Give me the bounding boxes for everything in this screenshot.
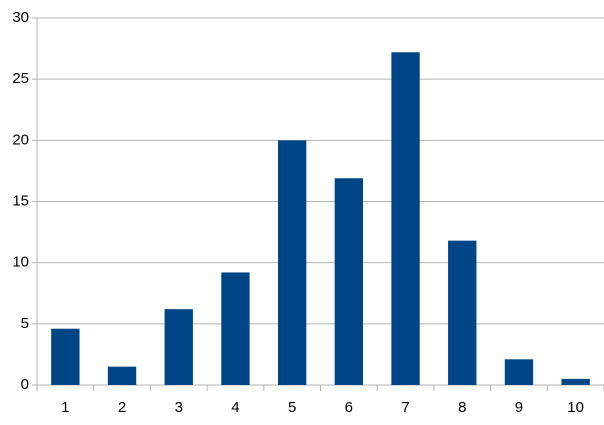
y-tick-label: 25 [12,70,29,87]
bar [51,328,80,385]
y-tick-label: 10 [12,254,29,271]
bar [221,272,250,385]
x-tick-label: 7 [401,399,409,416]
bar [277,140,307,385]
bar [448,240,477,385]
y-tick-label: 5 [21,315,29,332]
y-tick-label: 30 [12,9,29,26]
x-tick-label: 9 [515,399,523,416]
x-tick-label: 8 [458,399,466,416]
bar [391,52,420,386]
x-tick-label: 3 [175,399,183,416]
x-tick-label: 5 [288,399,296,416]
bar [334,178,364,385]
bar [164,309,193,385]
x-tick-label: 4 [231,399,239,416]
x-tick-label: 6 [345,399,353,416]
bar [561,378,590,385]
x-tick-label: 2 [118,399,126,416]
y-tick-label: 20 [12,131,29,148]
x-tick-label: 1 [61,399,69,416]
bar [107,366,137,385]
y-tick-label: 15 [12,192,29,209]
y-tick-label: 0 [21,376,29,393]
bar [504,359,534,385]
x-tick-label: 10 [567,399,584,416]
